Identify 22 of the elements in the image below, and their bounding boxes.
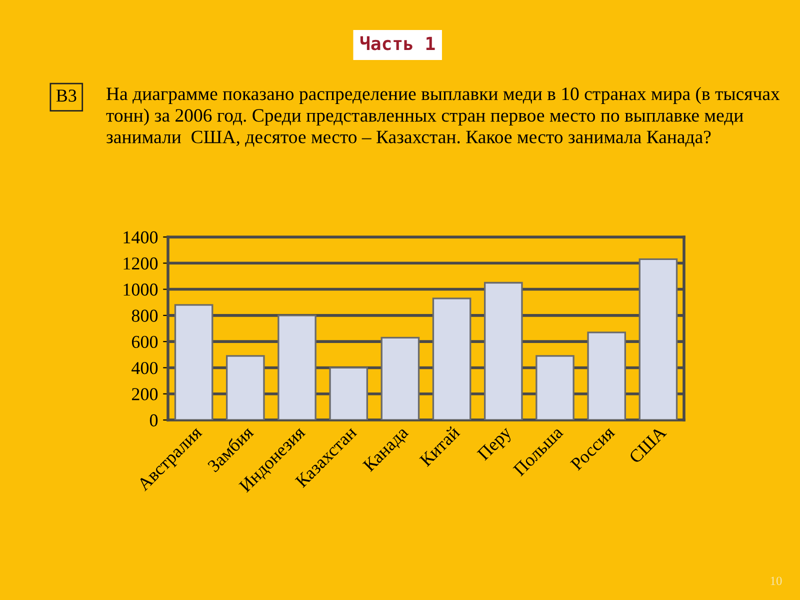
chart-title: На диаграмме показано распределение выплавки меди в 10 странах мира (в тысячах тонн) за 2006 год. Среди представленных стран первое место по выплавке меди занимали США, десятое место – Казахстан. Какое место занимала Канада?: [106, 87, 780, 147]
bar: [174, 304, 214, 420]
y-tick-label: 1000: [124, 284, 158, 296]
y-tick-label: 1200: [124, 257, 158, 270]
text: Часть 1: [360, 36, 435, 50]
bar: [587, 332, 626, 420]
y-tick-label: 200: [132, 388, 158, 400]
text: В3: [56, 90, 76, 102]
y-tick-label: 800: [132, 310, 158, 322]
bar: [226, 355, 265, 420]
y-tick-label: 0: [150, 414, 158, 426]
bar: [638, 258, 678, 420]
bar: [536, 355, 574, 420]
bar: [380, 336, 420, 420]
y-tick-label: 400: [132, 362, 158, 374]
bar: [329, 366, 368, 420]
bar: [432, 298, 472, 420]
bar: [484, 282, 523, 420]
text: 10: [770, 576, 782, 586]
y-tick-label: 600: [132, 336, 158, 348]
bar: [278, 314, 316, 420]
y-tick-label: 1400: [124, 231, 158, 244]
